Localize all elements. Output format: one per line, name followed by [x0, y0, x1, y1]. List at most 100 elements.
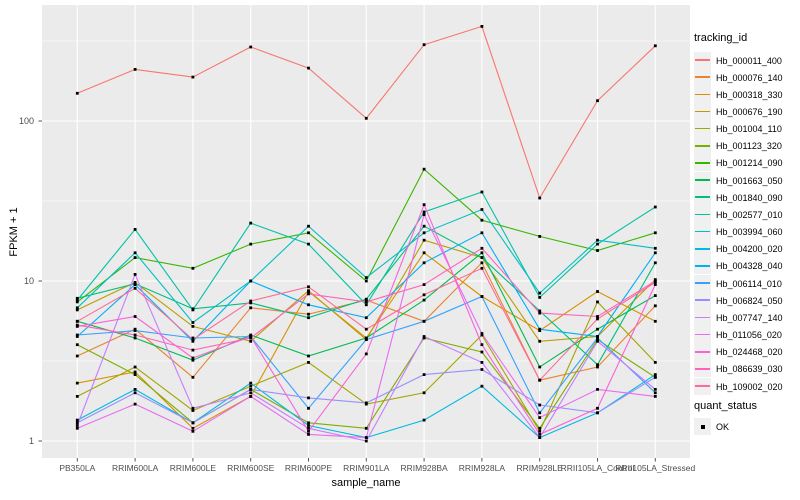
- data-point: [422, 203, 426, 207]
- data-point: [596, 249, 599, 252]
- data-point: [249, 242, 253, 246]
- data-point: [422, 210, 426, 214]
- data-point: [596, 242, 599, 246]
- data-point: [480, 343, 484, 347]
- data-point: [480, 231, 484, 235]
- legend-color-line-icon: [695, 110, 710, 113]
- legend-item-Hb_000676_190: Hb_000676_190: [694, 102, 800, 120]
- x-tick-label: RRIM600LE: [169, 463, 217, 473]
- data-point: [596, 335, 599, 338]
- data-point: [480, 350, 484, 354]
- data-point: [538, 411, 542, 415]
- x-tick-label: PB350LA: [59, 463, 96, 473]
- legend-color-line-icon: [695, 144, 710, 147]
- data-point: [422, 293, 426, 297]
- series-points-Hb_006824_050: [75, 368, 657, 425]
- series-points-Hb_109002_020: [75, 266, 657, 382]
- data-point: [596, 315, 599, 318]
- data-point: [653, 251, 657, 255]
- data-point: [133, 402, 137, 406]
- data-point: [133, 327, 137, 331]
- data-point: [480, 218, 484, 222]
- legend-item-Hb_109002_020: Hb_109002_020: [694, 377, 800, 395]
- data-point: [307, 242, 310, 246]
- data-point: [249, 395, 253, 398]
- data-point: [653, 361, 657, 364]
- legend-color-line-icon: [695, 230, 710, 233]
- legend-item-Hb_086639_030: Hb_086639_030: [694, 360, 800, 378]
- series-points-Hb_024468_020: [75, 203, 657, 436]
- legend-key: [694, 291, 711, 309]
- data-point: [422, 213, 426, 216]
- legend-color-line-icon: [695, 333, 710, 336]
- legend-item-Hb_002577_010: Hb_002577_010: [694, 205, 800, 223]
- data-point: [191, 75, 195, 79]
- legend-item-label: Hb_004200_020: [716, 244, 783, 255]
- data-point: [133, 388, 137, 391]
- data-point: [307, 316, 310, 320]
- data-point: [538, 291, 542, 295]
- data-point: [480, 190, 484, 194]
- data-point: [75, 306, 79, 310]
- data-point: [133, 286, 137, 290]
- data-point: [653, 304, 657, 308]
- data-point: [75, 381, 79, 385]
- data-point: [249, 335, 253, 338]
- legend-item-Hb_004328_040: Hb_004328_040: [694, 257, 800, 275]
- data-point: [307, 231, 310, 235]
- legend-color-line-icon: [695, 76, 710, 78]
- data-point: [364, 327, 368, 331]
- data-point: [75, 91, 79, 95]
- data-point: [480, 208, 484, 211]
- legend-key: [694, 188, 711, 206]
- legend-color-line-icon: [695, 265, 710, 267]
- data-point: [75, 308, 79, 312]
- data-point: [653, 283, 657, 286]
- data-point: [480, 368, 484, 371]
- data-point: [538, 339, 542, 343]
- data-point: [364, 303, 368, 307]
- data-point: [422, 238, 426, 242]
- data-point: [75, 395, 79, 398]
- data-point: [538, 416, 542, 419]
- data-point: [307, 289, 310, 293]
- legend-key: [694, 154, 711, 172]
- x-tick-label: RRII105LA_Stressed: [615, 463, 696, 473]
- legend-item-Hb_003994_060: Hb_003994_060: [694, 223, 800, 241]
- legend-item-Hb_024468_020: Hb_024468_020: [694, 343, 800, 361]
- data-point: [191, 308, 195, 312]
- legend-item-label: Hb_001663_050: [716, 175, 783, 186]
- legend-color-line-icon: [695, 316, 710, 319]
- data-point: [596, 388, 599, 391]
- data-point: [422, 283, 426, 286]
- data-point: [249, 388, 253, 391]
- legend-color-line-icon: [695, 59, 710, 61]
- data-point: [75, 424, 79, 427]
- data-point: [422, 335, 426, 338]
- data-point: [249, 333, 253, 337]
- data-point: [596, 365, 599, 369]
- data-point: [191, 426, 195, 430]
- data-point: [307, 303, 310, 307]
- data-point: [191, 358, 195, 362]
- legend-item-Hb_011056_020: Hb_011056_020: [694, 326, 800, 344]
- data-point: [133, 315, 137, 318]
- data-point: [422, 298, 426, 302]
- legend-key: [694, 102, 711, 120]
- data-point: [191, 356, 195, 360]
- data-point: [133, 373, 137, 376]
- data-point: [75, 300, 79, 304]
- data-point: [364, 439, 368, 443]
- series-points-Hb_000011_400: [75, 25, 657, 200]
- data-point: [364, 116, 368, 120]
- data-point: [133, 283, 137, 286]
- data-point: [538, 426, 542, 430]
- data-point: [307, 224, 310, 228]
- data-point: [249, 384, 253, 388]
- data-point: [249, 391, 253, 395]
- legend-item-Hb_000011_400: Hb_000011_400: [694, 51, 800, 69]
- data-point: [191, 421, 195, 425]
- data-point: [307, 421, 310, 425]
- data-point: [538, 235, 542, 238]
